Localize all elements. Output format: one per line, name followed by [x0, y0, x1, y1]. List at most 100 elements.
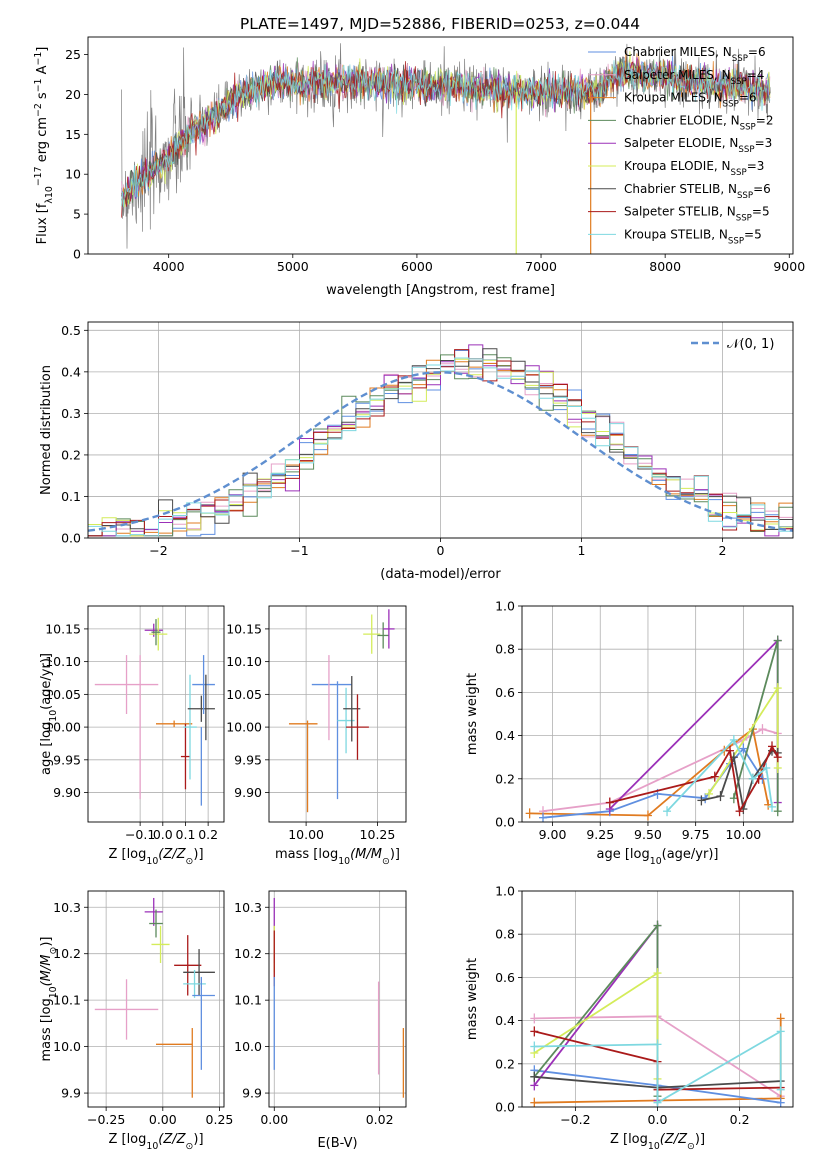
y-tick-label: 0 — [73, 247, 81, 262]
y-tick-label: 10.15 — [226, 621, 262, 636]
y-axis-label-part: −2 — [33, 103, 44, 117]
figure-title: PLATE=1497, MJD=52886, FIBERID=0253, z=0… — [240, 15, 640, 33]
x-tick-label: 0.02 — [366, 1112, 394, 1127]
legend-label-part: Kroupa ELODIE, N — [624, 159, 731, 173]
legend-label-part: Chabrier MILES, N — [624, 45, 732, 59]
y-axis-label-part: −1 — [33, 52, 44, 66]
x-tick-label: 6000 — [401, 259, 433, 274]
y-tick-label: 15 — [65, 127, 81, 142]
plot-area-weight_vs_age — [525, 635, 782, 822]
y-tick-label: 0.2 — [61, 447, 81, 462]
x-axis-label-part: )] — [193, 847, 203, 862]
y-tick-label: 0.6 — [495, 685, 515, 700]
x-axis-label-part: 10 — [648, 1141, 660, 1152]
panel-age_vs_mass: 10.00 10.25 9.90 9.95 10.00 10.05 10.10 10.15 ma… — [226, 605, 407, 867]
x-axis-label-part: (age/yr)] — [662, 847, 719, 862]
legend-label-part: =3 — [747, 159, 765, 173]
x-tick-label: −0.2 — [560, 1112, 590, 1127]
y-tick-label: 25 — [65, 47, 81, 62]
x-tick-label: 7000 — [525, 259, 557, 274]
legend-label-part: Chabrier ELODIE, N — [624, 113, 740, 127]
x-axis-label-part: 10 — [338, 856, 350, 867]
y-axis-label-part: ] — [35, 47, 50, 52]
panel-residuals: −2 −1 0 1 2 0.0 0.1 0.2 0.3 0.4 0.5 (data-model)/er… — [39, 321, 794, 582]
y-tick-label: 0.8 — [495, 927, 515, 942]
axes-frame — [87, 321, 794, 539]
plot-area-age_vs_Z — [94, 617, 215, 806]
panel-weight_vs_age: 9.00 9.25 9.50 9.75 10.00 0.0 0.2 0.4 0.6 0.8 1.0 a… — [465, 599, 794, 867]
x-axis-label: Z [log10(Z/Z⊙)] — [108, 847, 203, 867]
x-tick-label: 0.2 — [198, 827, 218, 842]
x-tick-label: 9000 — [773, 259, 805, 274]
y-axis-label-part: (M/M — [39, 955, 54, 987]
x-axis-label-part: )] — [695, 1132, 705, 1147]
legend-label-part: Chabrier STELIB, N — [624, 182, 737, 196]
y-tick-label: 0.1 — [61, 489, 81, 504]
y-tick-label: 1.0 — [495, 884, 515, 899]
mass-weight-line — [533, 971, 659, 1079]
y-tick-label: 0.3 — [61, 406, 81, 421]
plot-area-mass_vs_ebv — [273, 897, 405, 1098]
panel-weight_vs_Z: −0.2 0.0 0.2 0.0 0.2 0.4 0.6 0.8 1.0 Z [log10(Z/Z… — [465, 884, 794, 1152]
y-axis-label: Normed distribution — [39, 365, 54, 495]
panel-spectrum: 4000 5000 6000 7000 8000 9000 0 5 10 15 20 25 wavele… — [33, 36, 805, 298]
plot-area-weight_vs_Z — [530, 920, 785, 1107]
y-tick-label: 10.3 — [53, 900, 81, 915]
legend-label-part: Salpeter MILES, N — [624, 68, 731, 82]
legend-label: Chabrier ELODIE, NSSP=2 — [624, 113, 773, 132]
plot-area-residuals — [88, 344, 793, 537]
y-tick-label: 9.90 — [234, 785, 262, 800]
grid-mass_vs_ebv — [269, 891, 406, 1107]
y-tick-label: 9.90 — [53, 785, 81, 800]
axes-frame — [87, 605, 225, 823]
legend-label: Salpeter ELODIE, NSSP=3 — [624, 136, 772, 155]
y-tick-label: 10.2 — [234, 946, 262, 961]
x-tick-label: 9.75 — [682, 827, 710, 842]
x-tick-label: 0.1 — [176, 827, 196, 842]
legend-label-part: SSP — [723, 100, 739, 110]
plot-area-spectrum — [121, 43, 771, 254]
legend-label-part: Kroupa MILES, N — [624, 91, 723, 105]
y-tick-label: 0.5 — [61, 323, 81, 338]
x-axis-label-part: age [log — [597, 847, 650, 862]
residual-histogram — [88, 357, 793, 537]
y-tick-label: 0.0 — [495, 815, 515, 830]
x-axis-label-part: )] — [390, 847, 400, 862]
legend-label-part: Salpeter STELIB, N — [624, 205, 736, 219]
legend-label: Salpeter STELIB, NSSP=5 — [624, 205, 770, 224]
y-axis-label-part: )] — [39, 937, 54, 947]
y-tick-label: 0.4 — [61, 364, 81, 379]
x-axis-label-part: Z [log — [108, 1132, 146, 1147]
x-tick-label: 8000 — [649, 259, 681, 274]
y-axis-label-part: 10 — [44, 186, 55, 198]
y-tick-label: 10.15 — [45, 621, 81, 636]
mass-weight-line — [732, 640, 779, 812]
legend-label: Chabrier STELIB, NSSP=6 — [624, 182, 771, 201]
y-tick-label: 20 — [65, 87, 81, 102]
x-axis-label-part: Z [log — [610, 1132, 648, 1147]
x-tick-label: 0.00 — [260, 1112, 288, 1127]
y-axis-label: mass weight — [465, 958, 480, 1040]
x-axis-label-part: ⊙ — [186, 1141, 194, 1152]
y-axis-label: age [log10(age/yr)] — [39, 653, 59, 775]
legend-label-part: SSP — [728, 236, 744, 246]
legend-label-part: SSP — [732, 54, 748, 64]
legend-label-part: =6 — [739, 91, 757, 105]
y-tick-label: 10.05 — [45, 687, 81, 702]
x-tick-label: 5000 — [277, 259, 309, 274]
y-tick-label: 10.0 — [53, 1039, 81, 1054]
y-axis-label-part: 10 — [48, 710, 59, 722]
x-axis-label-part: (M/M — [350, 847, 382, 862]
x-axis-label: Z [log10(Z/Z⊙)] — [610, 1132, 705, 1152]
y-tick-label: 10 — [65, 167, 81, 182]
x-axis-label: wavelength [Angstrom, rest frame] — [326, 283, 555, 298]
x-axis-label-part: (Z/Z — [158, 847, 186, 862]
y-tick-label: 9.95 — [53, 752, 81, 767]
x-axis-label: age [log10(age/yr)] — [597, 847, 719, 867]
x-tick-label: 10.00 — [725, 827, 761, 842]
y-axis-label-part: −1 — [33, 78, 44, 92]
y-tick-label: 10.1 — [234, 993, 262, 1008]
x-axis-label-part: (Z/Z — [158, 1132, 186, 1147]
x-axis-label: Z [log10(Z/Z⊙)] — [108, 1132, 203, 1152]
y-tick-label: 10.0 — [234, 1039, 262, 1054]
